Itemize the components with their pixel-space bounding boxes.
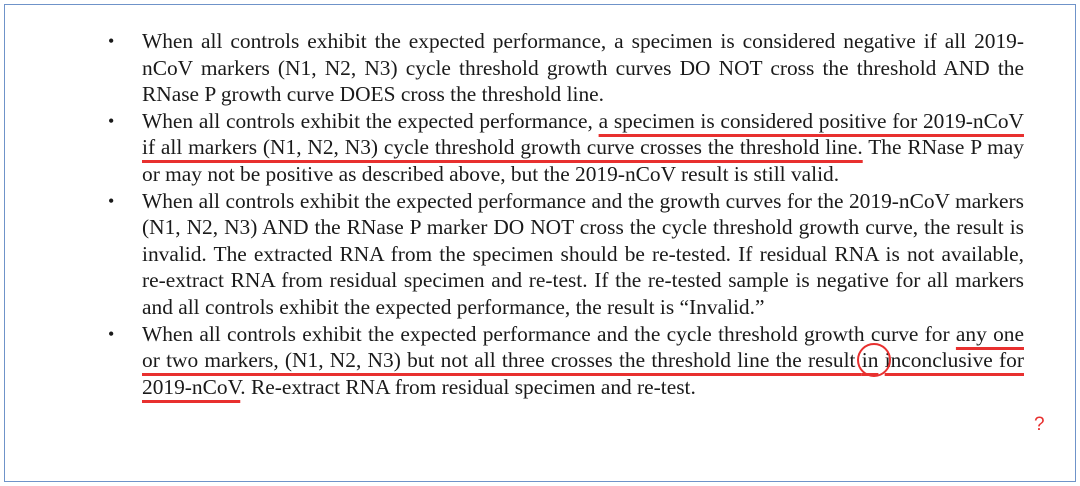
red-underlined-text: any one or two markers, (N1, N2, N3) but…: [142, 321, 1024, 373]
question-mark-annotation: ?: [1034, 414, 1045, 435]
bullet-text-tail: . Re-extract RNA from residual specimen …: [240, 374, 696, 399]
bullet-dot: •: [108, 323, 115, 344]
bullet-item-inconclusive: • When all controls exhibit the expected…: [104, 321, 1024, 401]
bullet-text: When all controls exhibit the expected p…: [142, 321, 1024, 401]
bullet-text-lead: When all controls exhibit the expected p…: [142, 108, 599, 133]
bullet-text: When all controls exhibit the expected p…: [142, 188, 1024, 319]
bullet-text-lead: When all controls exhibit the expected p…: [142, 321, 956, 346]
bullet-item-invalid: • When all controls exhibit the expected…: [104, 188, 1024, 321]
bullet-item-negative: • When all controls exhibit the expected…: [104, 28, 1024, 108]
bullet-item-positive: • When all controls exhibit the expected…: [104, 108, 1024, 188]
document-frame: [4, 4, 1076, 482]
red-underlined-text: a specimen is considered positive for 20…: [142, 108, 1024, 160]
red-circled-word: in: [856, 343, 891, 377]
bullet-text-tail: The RNase P may or may not be positive a…: [142, 135, 1024, 186]
bullet-dot: •: [108, 190, 115, 211]
bullet-list: • When all controls exhibit the expected…: [104, 28, 1024, 400]
bullet-text: When all controls exhibit the expected p…: [142, 29, 1024, 107]
red-underlined-text-2: inconclusive for 2019-nCoV: [142, 348, 1024, 399]
bullet-dot: •: [108, 110, 115, 131]
bullet-dot: •: [108, 31, 115, 51]
bullet-text: When all controls exhibit the expected p…: [142, 108, 1024, 188]
